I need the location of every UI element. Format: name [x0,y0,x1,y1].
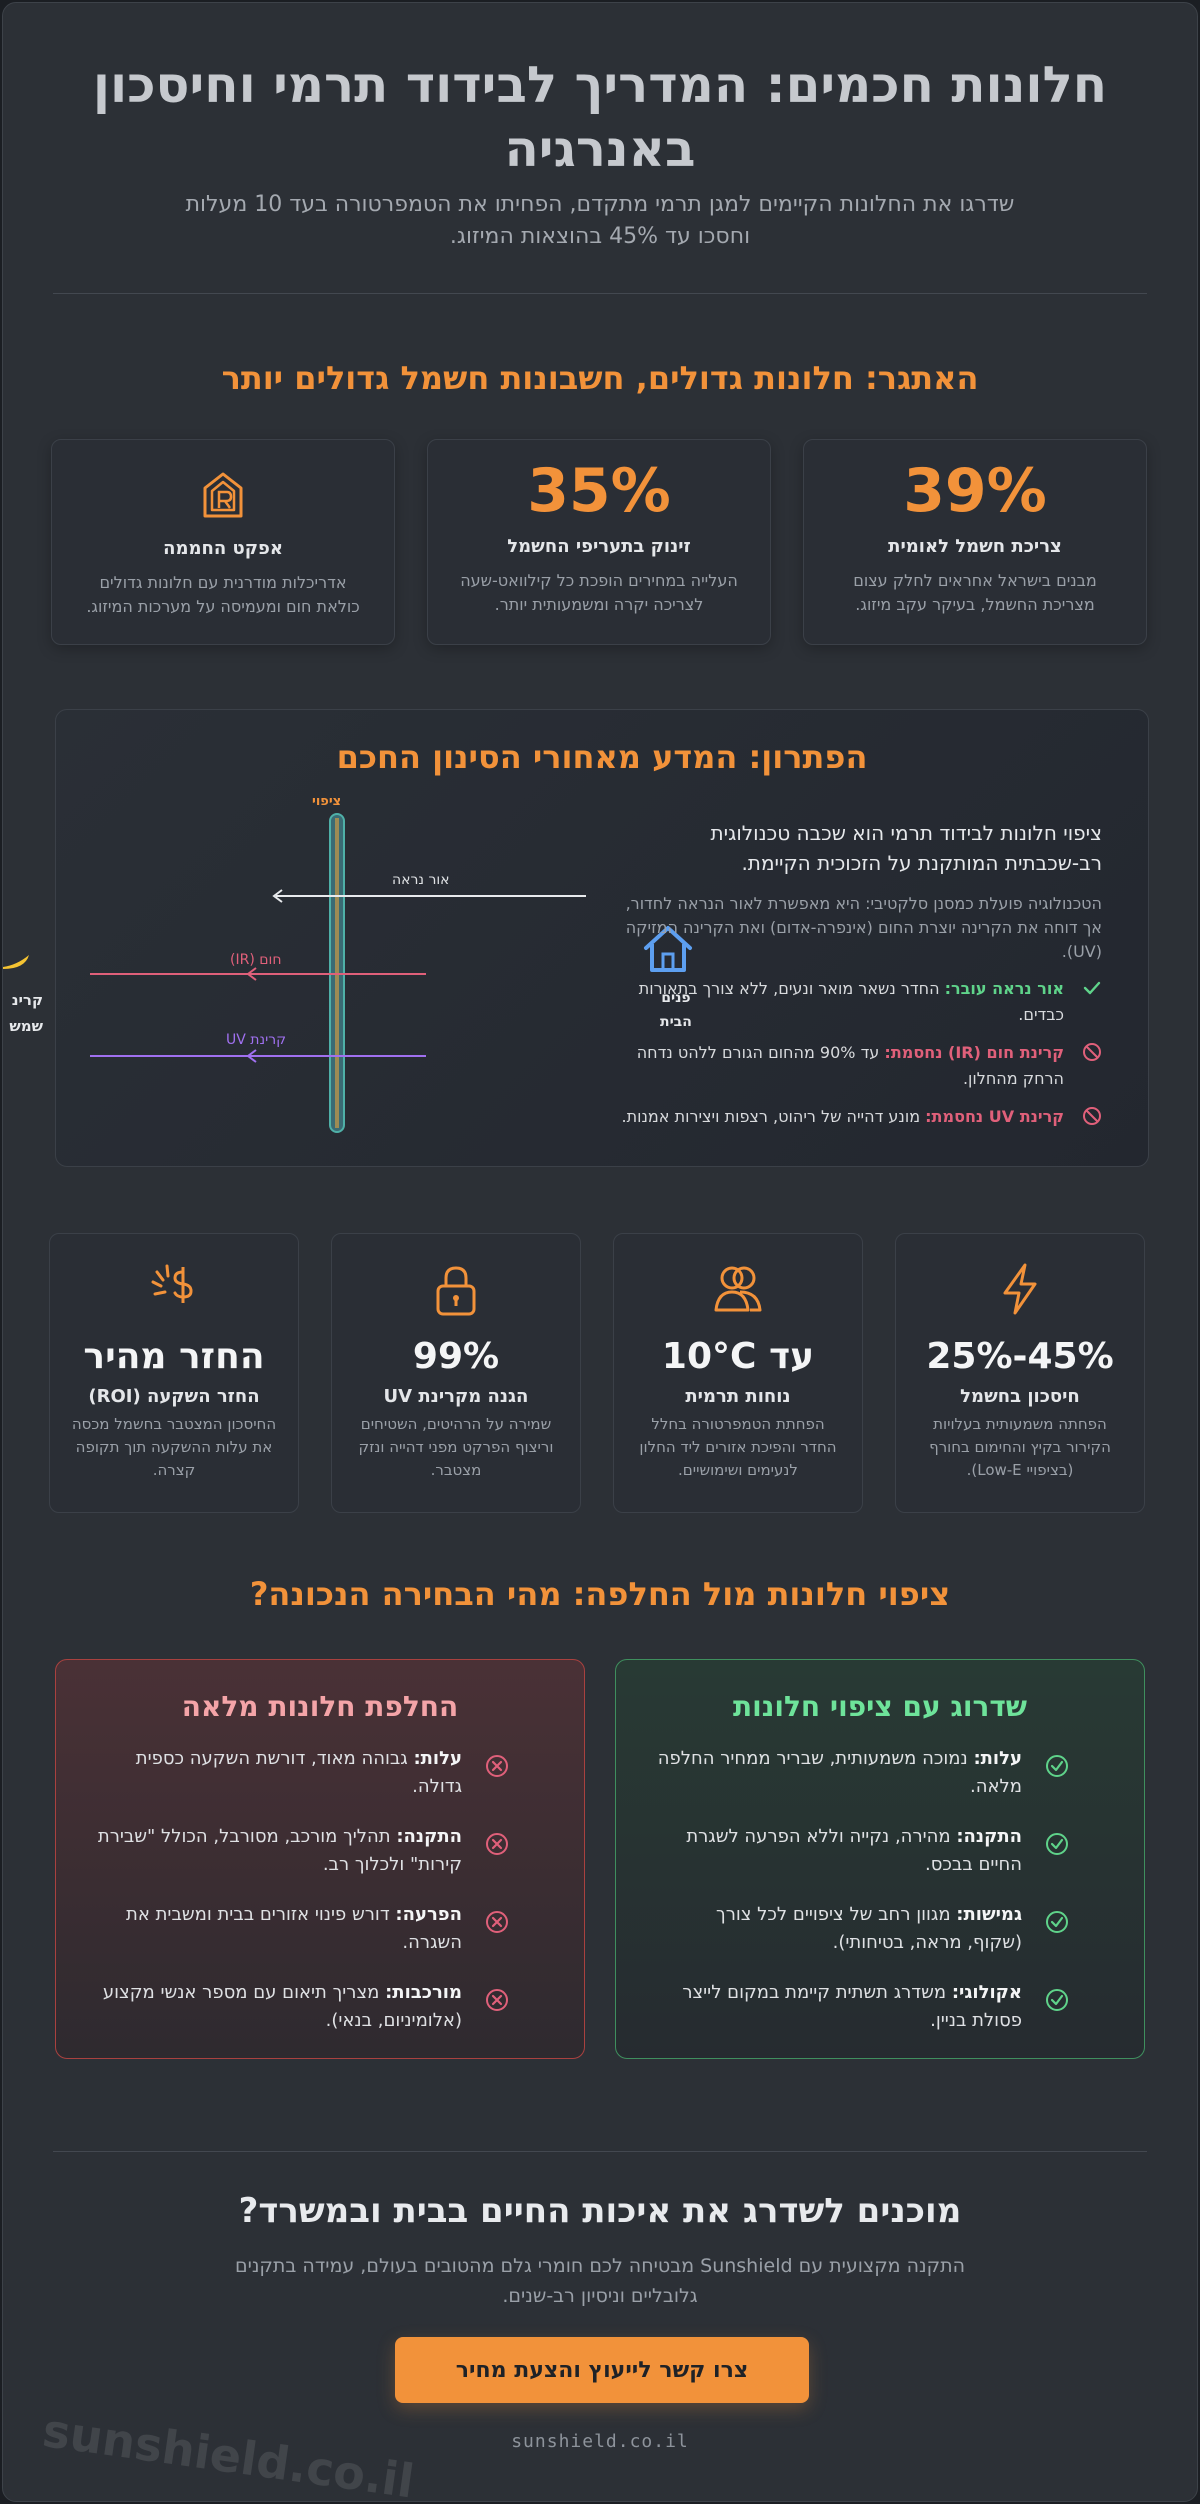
challenge-heading: האתגר: חלונות גדולים, חשבונות חשמל גדולי… [221,359,979,397]
watermark: sunshield.co.il [39,2403,418,2502]
divider [53,293,1147,294]
stat-value: 35% [527,456,671,526]
metric-label: חיסכון בחשמל [960,1386,1080,1407]
metric-value: עד 10°C [661,1336,815,1377]
visible-light-label: אור נראה [392,872,450,888]
ir-label: חום (IR) [230,952,282,968]
page-title: חלונות חכמים: המדריך לבידוד תרמי וחיסכון… [92,56,1108,178]
block-icon [1076,1106,1102,1134]
metric-desc: החיסכון המצטבר בחשמל מכסה את עלות ההשקעה… [71,1415,277,1479]
metric-desc: הפחתה משמעותית בעלויות הקירור בקיץ והחימ… [929,1415,1111,1479]
metric-value: החזר מהיר [83,1336,265,1377]
comfort-people-icon [614,1262,862,1318]
solution-panel: הפתרון: המדע מאחורי הסינון החכם ציפוי או… [55,709,1149,1167]
stat-title: אפקט החממה [163,538,283,559]
uv-label: קרינת UV [226,1032,287,1048]
stat-title: זינוק בתעריפי החשמל [507,536,691,557]
stat-title: צריכת חשמל לאומית [888,536,1062,557]
feature-ir: קרינת חום (IR) נחסמת: עד 90% מהחום הגורם… [612,1040,1102,1092]
solution-lead: ציפוי חלונות לבידוד תרמי הוא שכבה טכנולו… [710,821,1103,875]
stat-desc: מבנים בישראל אחראים לחלק עצום מצריכת החש… [853,571,1097,614]
x-circle-icon [480,1909,510,1944]
coating-row: עלות: נמוכה משמעותית, שבריר ממחיר החלפה … [656,1745,1070,1801]
check-circle-icon [1040,1909,1070,1944]
replacement-row: התקנה: תהליך מורכב, מסורבל, הכולל "שבירת… [96,1823,510,1879]
x-circle-icon [480,1753,510,1788]
solution-desc: הטכנולוגיה פועלת כמסנן סלקטיבי: היא מאפש… [625,894,1102,961]
coating-list: עלות: נמוכה משמעותית, שבריר ממחיר החלפה … [616,1745,1144,2035]
cta-title: מוכנים לשדרג את איכות החיים בבית ובמשרד? [238,2191,962,2231]
contact-button[interactable]: צרו קשר לייעוץ והצעת מחיר [395,2337,809,2403]
sun-icon [3,951,33,975]
metric-label: נוחות תרמית [685,1386,791,1407]
check-circle-icon [1040,1831,1070,1866]
cta-desc: התקנה מקצועית עם Sunshield מבטיחה לכם חו… [234,2255,966,2307]
coating-title: שדרוג עם ציפוי חלונות [732,1690,1028,1723]
metric-desc: הפחתת הטמפרטורה בחלל החדר והפיכת אזורים … [639,1415,837,1479]
film-label: ציפוי [312,794,342,809]
stat-desc: אדריכלות מודרנית עם חלונות גדולים כולאת … [86,573,360,616]
filter-diagram [90,813,586,1133]
stat-card-greenhouse: אפקט החממה אדריכלות מודרנית עם חלונות גד… [51,439,395,645]
metric-card-energy: 25%-45% חיסכון בחשמל הפחתה משמעותית בעלו… [895,1233,1145,1513]
stat-value: 39% [903,456,1047,526]
block-icon [1076,1042,1102,1070]
x-circle-icon [480,1987,510,2022]
lock-icon [332,1262,580,1318]
stat-card-tariff: 35% זינוק בתעריפי החשמל העלייה במחירים ה… [427,439,771,645]
check-icon [1076,978,1102,1006]
home-icon [640,922,696,980]
replacement-row: הפרעה: דורש פינוי אזורים בבית ומשבית את … [96,1901,510,1957]
money-hand-icon [50,1262,298,1318]
replacement-row: מורכבות: מצריך תיאום עם מספר אנשי מקצוע … [96,1979,510,2035]
coating-row: גמישות: מגוון רחב של ציפויים לכל צורך (ש… [656,1901,1070,1957]
metric-label: הגנה מקרינת UV [383,1386,529,1407]
lightning-icon [896,1262,1144,1318]
feature-uv: קרינת UV נחסמת: מונע דהייה של ריהוט, רצפ… [612,1104,1102,1134]
replacement-title: החלפת חלונות מלאה [181,1690,459,1723]
greenhouse-house-icon [52,470,394,522]
metric-card-uv: 99% הגנה מקרינת UV שמירה על הרהיטים, השט… [331,1233,581,1513]
metric-value: 99% [412,1336,500,1377]
metric-label: החזר השקעה (ROI) [88,1386,260,1407]
home-label: פנים הבית [660,990,692,1030]
coating-panel: שדרוג עם ציפוי חלונות עלות: נמוכה משמעות… [615,1659,1145,2059]
stat-desc: העלייה במחירים הופכת כל קילוואט-שעה לצרי… [460,571,738,614]
check-circle-icon [1040,1987,1070,2022]
replacement-row: עלות: גבוהה מאוד, דורשת השקעה כספית גדול… [96,1745,510,1801]
replacement-list: עלות: גבוהה מאוד, דורשת השקעה כספית גדול… [56,1745,584,2035]
replacement-panel: החלפת חלונות מלאה עלות: גבוהה מאוד, דורש… [55,1659,585,2059]
coating-row: אקולוגי: משדרג תשתית קיימת במקום לייצר פ… [656,1979,1070,2035]
coating-row: התקנה: מהירה, נקייה וללא הפרעה לשגרת החי… [656,1823,1070,1879]
stat-card-consumption: 39% צריכת חשמל לאומית מבנים בישראל אחראי… [803,439,1147,645]
comparison-heading: ציפוי חלונות מול החלפה: מהי הבחירה הנכונ… [249,1575,951,1613]
metric-value: 25%-45% [926,1336,1114,1377]
metric-card-comfort: עד 10°C נוחות תרמית הפחתת הטמפרטורה בחלל… [613,1233,863,1513]
feature-list: אור נראה עובר: החדר נשאר מואר ונעים, ללא… [612,976,1102,1134]
solution-text: ציפוי חלונות לבידוד תרמי הוא שכבה טכנולו… [612,818,1102,1134]
site-url: sunshield.co.il [511,2431,689,2452]
metric-desc: שמירה על הרהיטים, השטיחים וריצוף הפרקט מ… [358,1415,554,1479]
feature-visible-light: אור נראה עובר: החדר נשאר מואר ונעים, ללא… [612,976,1102,1028]
x-circle-icon [480,1831,510,1866]
divider [53,2151,1147,2152]
solution-heading: הפתרון: המדע מאחורי הסינון החכם [336,738,868,776]
sun-label: קרינ שמש [9,991,43,1035]
check-circle-icon [1040,1753,1070,1788]
page-subtitle: שדרגו את החלונות הקיימים למגן תרמי מתקדם… [185,192,1015,249]
metric-card-roi: החזר מהיר החזר השקעה (ROI) החיסכון המצטב… [49,1233,299,1513]
